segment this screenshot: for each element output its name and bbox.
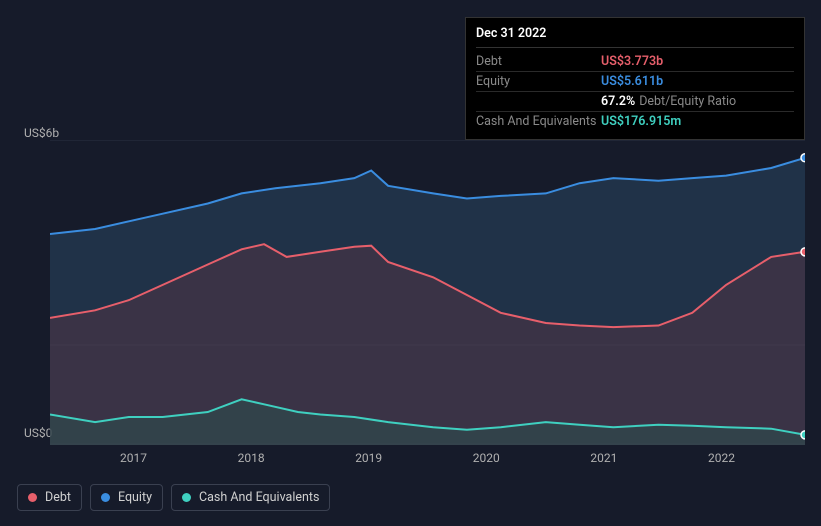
legend-label: Equity bbox=[118, 490, 152, 505]
tooltip-row: Cash And EquivalentsUS$176.915m bbox=[476, 112, 794, 131]
tooltip-row-label: Cash And Equivalents bbox=[476, 114, 601, 129]
debt-end-marker bbox=[801, 248, 805, 256]
legend-dot bbox=[28, 493, 37, 502]
equity-end-marker bbox=[801, 154, 805, 162]
legend-dot bbox=[101, 493, 110, 502]
tooltip-row-label: Debt bbox=[476, 54, 601, 69]
tooltip-row-value: US$176.915m bbox=[601, 114, 681, 129]
area-chart bbox=[50, 140, 805, 445]
legend-dot bbox=[182, 493, 191, 502]
legend-item[interactable]: Equity bbox=[90, 484, 163, 511]
xaxis-tick-label: 2017 bbox=[120, 451, 147, 465]
cash-end-marker bbox=[801, 431, 805, 439]
legend-item[interactable]: Cash And Equivalents bbox=[171, 484, 330, 511]
chart-tooltip: Dec 31 2022 DebtUS$3.773bEquityUS$5.611b… bbox=[465, 17, 805, 140]
xaxis-tick-label: 2018 bbox=[238, 451, 265, 465]
tooltip-row-value: US$3.773b bbox=[601, 54, 663, 69]
tooltip-row-label: Equity bbox=[476, 74, 601, 89]
yaxis-top-label: US$6b bbox=[24, 126, 59, 140]
legend-item[interactable]: Debt bbox=[17, 484, 82, 511]
xaxis-labels: 2017 2018 2019 2020 2021 2022 bbox=[50, 451, 805, 465]
legend-label: Debt bbox=[45, 490, 71, 505]
tooltip-date: Dec 31 2022 bbox=[476, 26, 794, 48]
tooltip-row: 67.2%Debt/Equity Ratio bbox=[476, 92, 794, 112]
tooltip-row: DebtUS$3.773b bbox=[476, 52, 794, 72]
xaxis-tick-label: 2020 bbox=[473, 451, 500, 465]
tooltip-row-value: US$5.611b bbox=[601, 74, 663, 89]
xaxis-tick-label: 2019 bbox=[355, 451, 382, 465]
chart-legend: Debt Equity Cash And Equivalents bbox=[17, 484, 330, 511]
tooltip-row-label bbox=[476, 94, 601, 109]
xaxis-tick-label: 2021 bbox=[590, 451, 617, 465]
yaxis-bottom-label: US$0 bbox=[24, 426, 52, 440]
tooltip-row: EquityUS$5.611b bbox=[476, 72, 794, 92]
xaxis-tick-label: 2022 bbox=[708, 451, 735, 465]
legend-label: Cash And Equivalents bbox=[199, 490, 319, 505]
tooltip-row-value: 67.2%Debt/Equity Ratio bbox=[601, 94, 736, 109]
